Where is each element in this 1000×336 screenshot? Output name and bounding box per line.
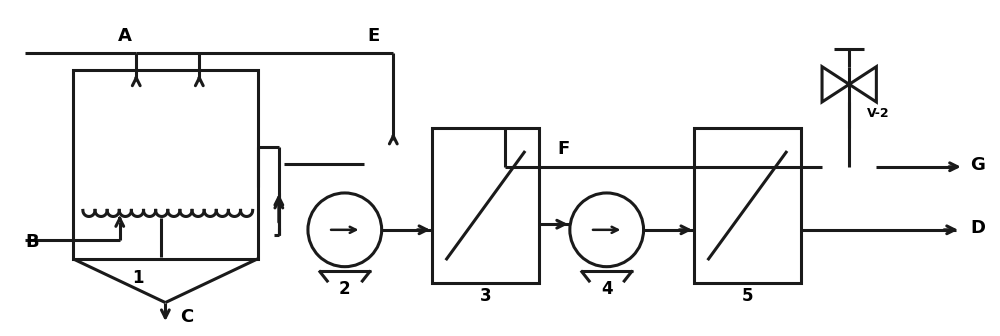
Text: 3: 3 — [480, 287, 491, 305]
Text: G: G — [970, 156, 985, 174]
Text: E: E — [368, 27, 380, 45]
Text: 4: 4 — [601, 280, 613, 298]
Text: 1: 1 — [132, 269, 143, 287]
Bar — [432, 128, 539, 283]
Bar — [73, 70, 258, 259]
Text: 2: 2 — [339, 280, 351, 298]
Text: F: F — [557, 140, 569, 158]
Text: 5: 5 — [742, 287, 753, 305]
Bar — [694, 128, 801, 283]
Text: B: B — [26, 234, 39, 251]
Text: C: C — [180, 308, 193, 326]
Text: V-2: V-2 — [867, 107, 889, 120]
Text: A: A — [118, 27, 132, 45]
Text: D: D — [970, 219, 985, 237]
